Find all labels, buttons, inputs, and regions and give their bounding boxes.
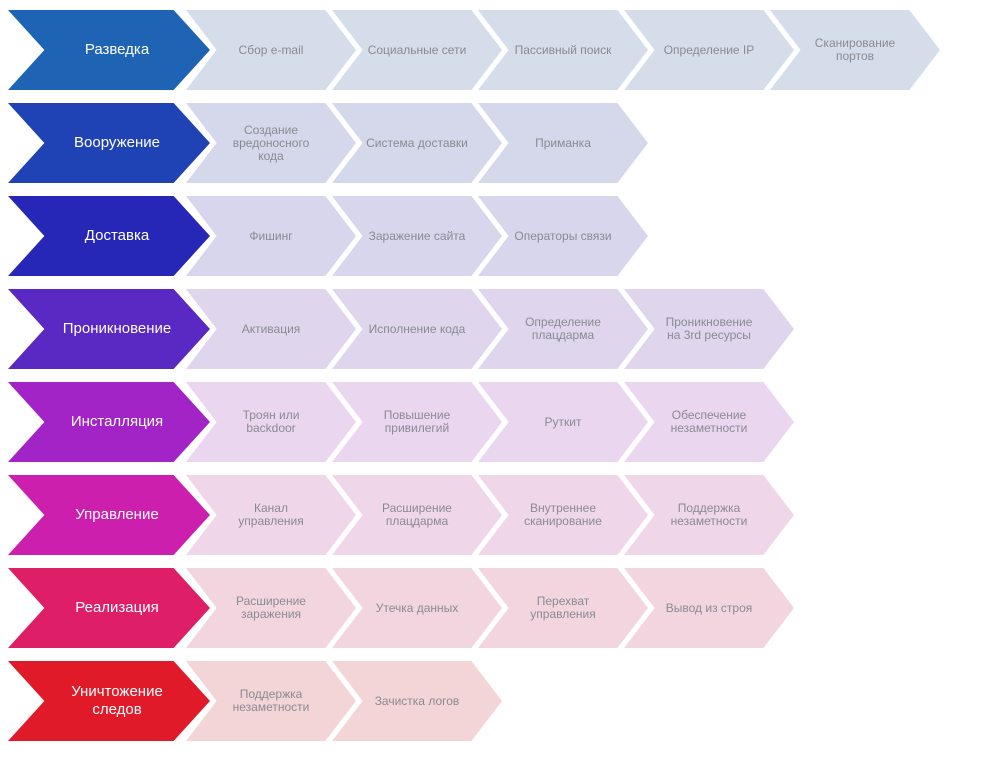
step-label: Повышение привилегий (383, 408, 451, 435)
stage-chevron: Проникновение (8, 289, 210, 369)
step-label: Поддержка незаметности (670, 501, 748, 528)
stage-row: Троян или backdoor Повышение привилегий Ру… (0, 382, 988, 462)
stage-label: Управление (75, 506, 159, 523)
step-chevron: Руткит (478, 382, 648, 462)
step-chevron: Расширение плацдарма (332, 475, 502, 555)
step-chevron: Определение IP (624, 10, 794, 90)
step-chevron: Исполнение кода (332, 289, 502, 369)
step-chevron: Операторы связи (478, 196, 648, 276)
step-label: Внутреннее сканирование (524, 501, 602, 528)
stage-row: Активация Исполнение кода Определение плац… (0, 289, 988, 369)
stage-row: Сбор e-mail Социальные сети Пассивный поис… (0, 10, 988, 90)
step-chevron: Поддержка незаметности (186, 661, 356, 741)
stage-chevron: Управление (8, 475, 210, 555)
step-label: Поддержка незаметности (232, 687, 310, 714)
stage-chevron: Реализация (8, 568, 210, 648)
step-chevron: Приманка (478, 103, 648, 183)
step-label: Канал управления (238, 501, 304, 528)
step-chevron: Социальные сети (332, 10, 502, 90)
step-chevron: Сканирование портов (770, 10, 940, 90)
step-label: Расширение плацдарма (382, 501, 452, 528)
stage-chevron: Вооружение (8, 103, 210, 183)
step-label: Фишинг (249, 228, 293, 243)
step-label: Утечка данных (375, 600, 459, 615)
stage-chevron: Разведка (8, 10, 210, 90)
step-chevron: Канал управления (186, 475, 356, 555)
step-label: Определение IP (663, 42, 755, 57)
step-label: Пассивный поиск (514, 42, 612, 57)
step-chevron: Определение плацдарма (478, 289, 648, 369)
step-chevron: Проникновение на 3rd ресурсы (624, 289, 794, 369)
step-chevron: Троян или backdoor (186, 382, 356, 462)
step-label: Зачистка логов (374, 693, 460, 708)
step-chevron: Утечка данных (332, 568, 502, 648)
stage-row: Расширение заражения Утечка данных Перехва… (0, 568, 988, 648)
step-label: Расширение заражения (236, 594, 306, 621)
step-label: Перехват управления (530, 594, 596, 621)
step-label: Вывод из строя (665, 600, 753, 615)
step-chevron: Активация (186, 289, 356, 369)
step-label: Сканирование портов (814, 36, 896, 63)
step-chevron: Вывод из строя (624, 568, 794, 648)
step-chevron: Обеспечение незаметности (624, 382, 794, 462)
stage-chevron: Инсталляция (8, 382, 210, 462)
stage-label: Вооружение (74, 134, 160, 151)
step-chevron: Сбор e-mail (186, 10, 356, 90)
stage-row: Канал управления Расширение плацдарма Внут… (0, 475, 988, 555)
step-chevron: Внутреннее сканирование (478, 475, 648, 555)
step-label: Сбор e-mail (238, 42, 304, 57)
step-label: Создание вредоносного кода (232, 122, 310, 163)
stage-row: Фишинг Заражение сайта Операторы связи Дост… (0, 196, 988, 276)
step-chevron: Перехват управления (478, 568, 648, 648)
step-chevron: Расширение заражения (186, 568, 356, 648)
step-label: Обеспечение незаметности (670, 408, 748, 435)
stage-row: Создание вредоносного кода Система достав… (0, 103, 988, 183)
stage-label: Уничтожение следов (71, 683, 163, 718)
step-chevron: Система доставки (332, 103, 502, 183)
stage-label: Разведка (84, 41, 150, 58)
step-label: Операторы связи (514, 228, 612, 243)
step-chevron: Заражение сайта (332, 196, 502, 276)
step-chevron: Зачистка логов (332, 661, 502, 741)
step-chevron: Фишинг (186, 196, 356, 276)
stage-label: Доставка (84, 227, 150, 244)
stage-row: Поддержка незаметности Зачистка логов Унич… (0, 661, 988, 741)
step-label: Троян или backdoor (242, 408, 300, 435)
step-label: Социальные сети (367, 42, 467, 57)
step-chevron: Создание вредоносного кода (186, 103, 356, 183)
step-label: Активация (241, 321, 301, 336)
step-chevron: Поддержка незаметности (624, 475, 794, 555)
stage-label: Проникновение (62, 320, 172, 337)
stage-label: Инсталляция (70, 413, 164, 430)
step-label: Заражение сайта (368, 228, 466, 243)
step-label: Определение плацдарма (525, 315, 601, 342)
stage-label: Реализация (75, 599, 159, 616)
step-label: Руткит (544, 414, 582, 429)
step-label: Исполнение кода (368, 321, 466, 336)
step-label: Приманка (535, 135, 591, 150)
step-chevron: Пассивный поиск (478, 10, 648, 90)
step-label: Проникновение на 3rd ресурсы (665, 315, 753, 342)
stage-chevron: Уничтожение следов (8, 661, 210, 741)
stage-chevron: Доставка (8, 196, 210, 276)
step-chevron: Повышение привилегий (332, 382, 502, 462)
step-label: Система доставки (366, 135, 468, 150)
